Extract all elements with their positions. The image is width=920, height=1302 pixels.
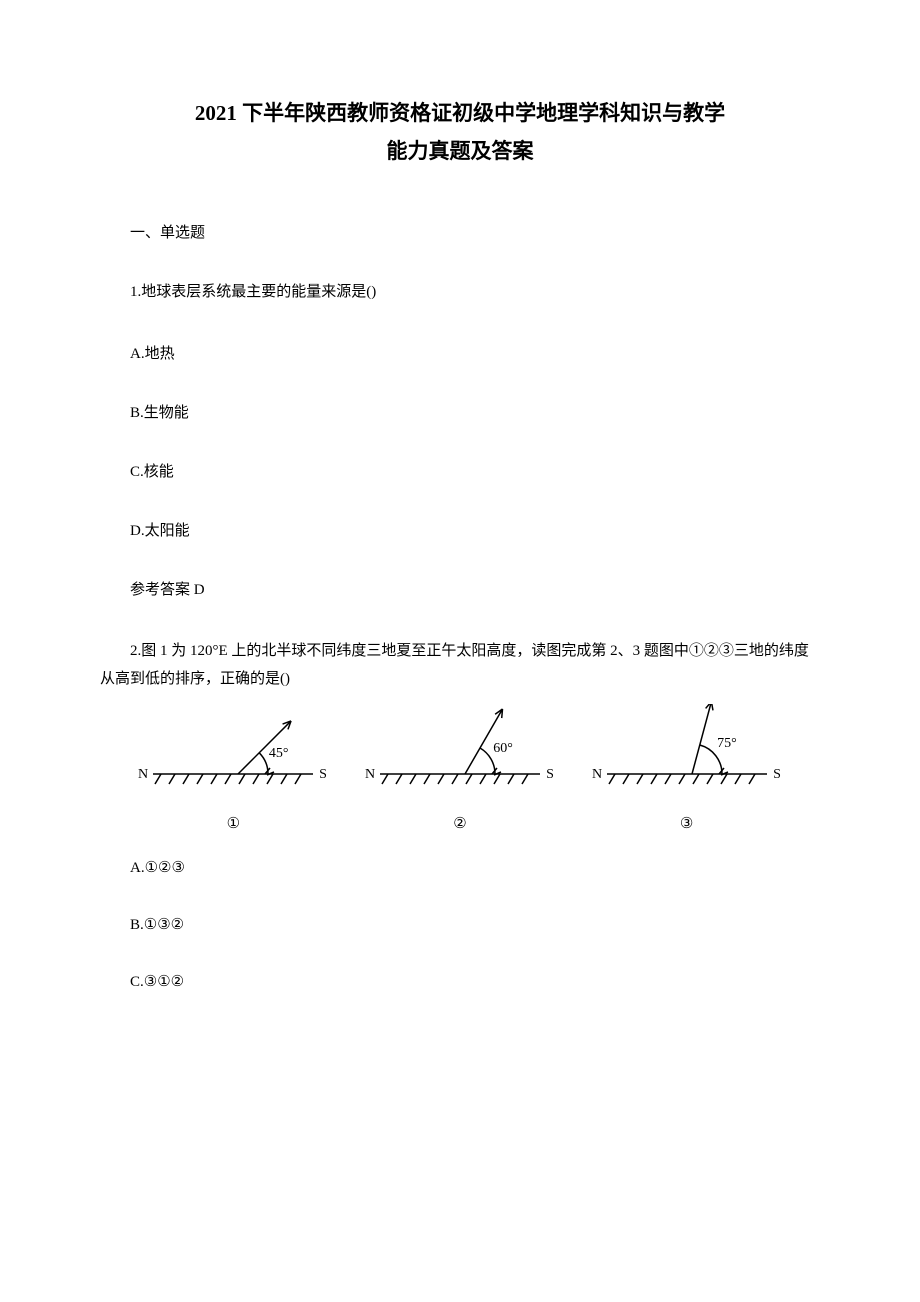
sun-angle-diagram-2: 60° N S bbox=[355, 704, 565, 799]
q2-option-c: C.③①② bbox=[100, 972, 820, 991]
diagram-2: 60° N S bbox=[355, 704, 565, 799]
sun-angle-diagram-3: 75° N S bbox=[582, 704, 792, 799]
diagram-label-2: ② bbox=[355, 814, 565, 833]
q2-option-a: A.①②③ bbox=[100, 858, 820, 877]
sun-angle-diagram-1: 45° N S bbox=[128, 704, 338, 799]
q1-option-c: C.核能 bbox=[100, 460, 820, 481]
svg-text:N: N bbox=[365, 767, 375, 782]
q2-option-b: B.①③② bbox=[100, 915, 820, 934]
q1-answer: 参考答案 D bbox=[100, 578, 820, 599]
q1-option-d: D.太阳能 bbox=[100, 519, 820, 540]
svg-text:N: N bbox=[592, 767, 602, 782]
diagram-1: 45° N S bbox=[128, 704, 338, 799]
diagram-3: 75° N S bbox=[582, 704, 792, 799]
q1-option-b: B.生物能 bbox=[100, 401, 820, 422]
diagram-labels-row: ① ② ③ bbox=[100, 814, 820, 833]
section-heading: 一、单选题 bbox=[100, 221, 820, 242]
svg-text:S: S bbox=[319, 767, 327, 782]
diagrams-row: 45° N S 60° N S 75° N S bbox=[100, 704, 820, 799]
q1-option-a: A.地热 bbox=[100, 342, 820, 363]
svg-text:60°: 60° bbox=[493, 741, 513, 756]
svg-text:S: S bbox=[773, 767, 781, 782]
q2-text: 2.图 1 为 120°E 上的北半球不同纬度三地夏至正午太阳高度，读图完成第 … bbox=[100, 637, 820, 694]
diagram-label-3: ③ bbox=[582, 814, 792, 833]
page-title-line2: 能力真题及答案 bbox=[100, 133, 820, 171]
svg-text:75°: 75° bbox=[717, 736, 737, 751]
svg-text:N: N bbox=[138, 767, 148, 782]
svg-text:45°: 45° bbox=[269, 746, 289, 761]
q1-text: 1.地球表层系统最主要的能量来源是() bbox=[100, 280, 820, 304]
svg-text:S: S bbox=[546, 767, 554, 782]
page-title-line1: 2021 下半年陕西教师资格证初级中学地理学科知识与教学 bbox=[100, 95, 820, 133]
diagram-label-1: ① bbox=[128, 814, 338, 833]
